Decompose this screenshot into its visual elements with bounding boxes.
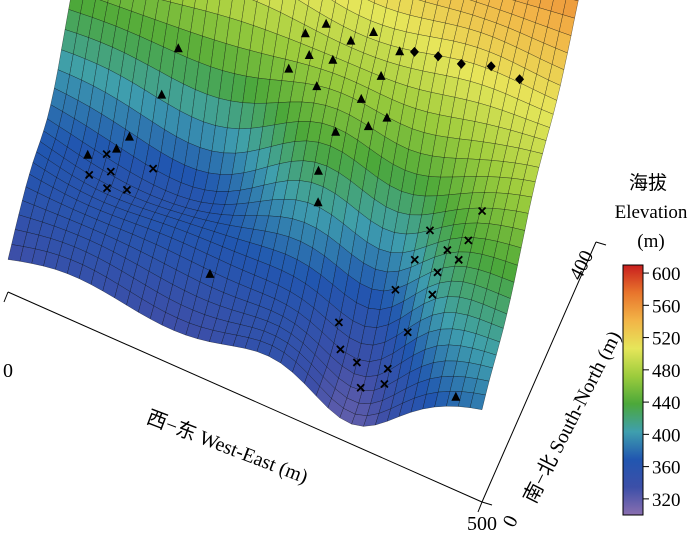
colorbar: 海拔 Elevation (m) 600 560 520 480 440 400 360 32… bbox=[615, 172, 688, 516]
triangle-marker bbox=[395, 46, 405, 56]
cross-marker bbox=[403, 328, 412, 337]
cross-marker bbox=[106, 167, 115, 176]
cross-marker bbox=[102, 184, 112, 193]
diamond-marker bbox=[456, 58, 466, 69]
cross-marker bbox=[425, 226, 435, 235]
triangle-marker bbox=[157, 89, 167, 99]
triangle-marker bbox=[312, 81, 322, 91]
cross-marker bbox=[85, 170, 94, 179]
cross-marker bbox=[148, 164, 158, 173]
colorbar-bar bbox=[622, 264, 644, 516]
cross-marker bbox=[443, 245, 452, 255]
colorbar-title-unit: (m) bbox=[637, 231, 664, 252]
triangle-marker bbox=[356, 93, 366, 103]
triangle-marker bbox=[313, 165, 323, 175]
triangle-marker bbox=[363, 121, 373, 131]
x-tick-0: 0 bbox=[3, 360, 13, 382]
y-tick-mark bbox=[481, 501, 493, 506]
triangle-marker bbox=[328, 54, 338, 64]
colorbar-tick-label: 560 bbox=[652, 296, 681, 317]
cross-marker bbox=[454, 255, 463, 264]
colorbar-tick-label: 440 bbox=[652, 393, 681, 414]
triangle-marker bbox=[173, 43, 183, 53]
triangle-marker bbox=[112, 143, 122, 153]
cross-marker bbox=[391, 285, 400, 294]
y-tick-400: 400 bbox=[565, 247, 598, 284]
cross-marker bbox=[477, 206, 487, 216]
x-axis-label: 西−东 West-East (m) bbox=[144, 406, 312, 489]
cross-marker bbox=[428, 290, 437, 299]
y-axis-line bbox=[481, 241, 597, 503]
x-axis-line bbox=[7, 291, 483, 503]
colorbar-tick-label: 360 bbox=[652, 458, 681, 479]
cross-marker bbox=[352, 358, 362, 367]
colorbar-ticks: 600 560 520 480 440 400 360 320 bbox=[643, 264, 681, 511]
elevation-surface bbox=[7, 0, 579, 427]
triangle-marker bbox=[300, 28, 310, 38]
cross-marker bbox=[433, 268, 442, 277]
cross-marker bbox=[380, 379, 389, 389]
floor-box bbox=[3, 241, 607, 513]
colorbar-tick-label: 480 bbox=[652, 361, 681, 382]
triangle-marker bbox=[321, 18, 331, 28]
diamond-marker bbox=[515, 74, 525, 85]
triangle-marker bbox=[83, 149, 93, 159]
colorbar-title-cn: 海拔 bbox=[629, 172, 667, 194]
y-axis-label: 南−北 South-North (m) bbox=[519, 327, 626, 507]
y-tick-mark bbox=[595, 241, 607, 246]
colorbar-title-en: Elevation bbox=[615, 202, 688, 223]
triangle-marker bbox=[369, 27, 379, 37]
colorbar-tick-label: 600 bbox=[652, 264, 681, 285]
triangle-marker bbox=[331, 126, 341, 136]
cross-marker bbox=[122, 185, 132, 194]
cross-marker bbox=[356, 383, 365, 392]
triangle-marker bbox=[451, 391, 461, 401]
x-tick-mark bbox=[477, 501, 483, 513]
cross-marker bbox=[464, 236, 473, 245]
triangle-marker bbox=[205, 268, 215, 278]
diamond-marker bbox=[433, 51, 443, 62]
colorbar-tick-label: 320 bbox=[652, 490, 681, 511]
triangle-marker bbox=[313, 197, 323, 207]
triangle-marker bbox=[346, 35, 356, 45]
y-tick-0: 0 bbox=[499, 512, 523, 531]
surface-cell bbox=[469, 392, 486, 410]
sample-markers bbox=[83, 18, 525, 401]
cross-marker bbox=[334, 318, 344, 327]
cross-marker bbox=[336, 345, 345, 354]
colorbar-tick-label: 400 bbox=[652, 425, 681, 446]
diamond-marker bbox=[409, 46, 419, 57]
cross-marker bbox=[102, 149, 111, 159]
triangle-marker bbox=[376, 70, 386, 80]
x-tick-mark bbox=[3, 291, 9, 303]
triangle-marker bbox=[284, 63, 294, 73]
diamond-marker bbox=[486, 61, 496, 72]
colorbar-tick-label: 520 bbox=[652, 329, 681, 350]
triangle-marker bbox=[382, 112, 392, 122]
cross-marker bbox=[383, 364, 392, 373]
triangle-marker bbox=[124, 131, 134, 141]
cross-marker bbox=[410, 255, 419, 264]
x-tick-500: 500 bbox=[467, 513, 497, 535]
triangle-marker bbox=[304, 49, 314, 59]
